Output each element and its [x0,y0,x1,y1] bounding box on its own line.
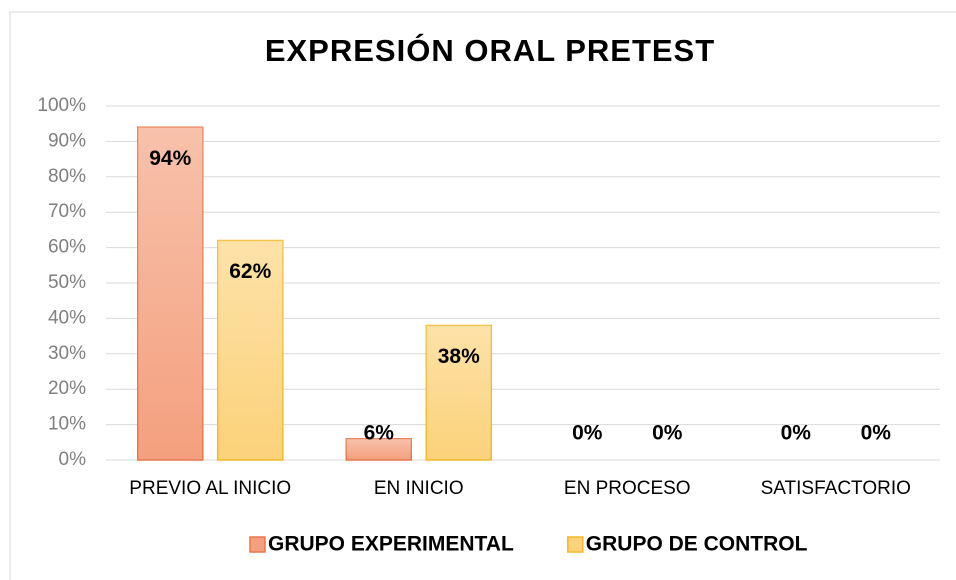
y-tick-label: 80% [48,166,86,187]
data-label: 0% [572,422,603,445]
legend-label: GRUPO EXPERIMENTAL [268,533,514,556]
y-tick-label: 60% [48,237,86,258]
bar-shine [137,127,203,461]
bar-shine [217,240,283,460]
data-label: 0% [861,422,892,445]
x-tick-label: EN PROCESO [564,478,691,499]
data-label: 0% [781,422,812,445]
data-label: 0% [652,422,683,445]
y-tick-label: 70% [48,201,86,222]
legend-swatch [567,536,584,553]
data-label: 38% [438,345,480,368]
chart-frame [9,11,956,580]
data-label: 6% [364,422,395,445]
legend-label: GRUPO DE CONTROL [586,533,808,556]
x-tick-label: SATISFACTORIO [761,478,911,499]
y-tick-label: 90% [48,130,86,151]
data-label: 62% [229,260,271,283]
x-tick-label: EN INICIO [374,478,464,499]
y-tick-label: 10% [48,414,86,435]
x-tick-label: PREVIO AL INICIO [129,478,291,499]
y-tick-label: 50% [48,272,86,293]
y-tick-label: 100% [37,95,86,116]
y-tick-label: 20% [48,378,86,399]
y-tick-label: 30% [48,343,86,364]
y-tick-label: 40% [48,307,86,328]
y-tick-label: 0% [59,449,87,470]
legend-swatch [249,536,266,553]
chart-title: EXPRESIÓN ORAL PRETEST [265,32,715,68]
bar-shine [346,438,412,460]
data-label: 94% [149,147,191,170]
bar-shine [426,325,492,460]
